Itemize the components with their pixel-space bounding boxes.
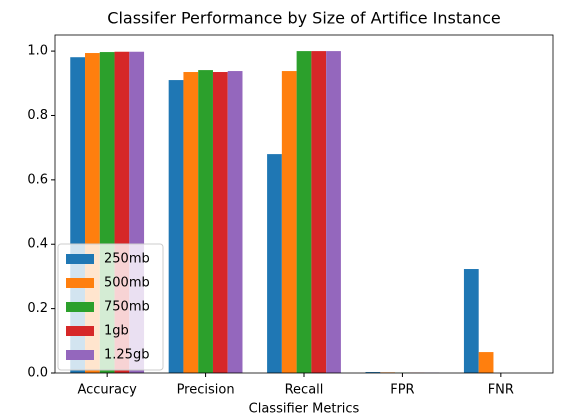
y-tick-label: 1.0 [27,44,48,59]
y-tick-label: 0.4 [27,237,48,252]
bar [227,71,243,373]
x-tick-label: FPR [390,383,414,398]
bar [463,269,479,373]
bar [168,80,184,374]
x-tick-label: Accuracy [77,383,137,398]
legend-label: 250mb [104,252,150,267]
legend-label: 750mb [104,300,150,315]
y-tick-label: 0.8 [27,108,48,123]
legend-swatch [66,254,94,264]
legend-label: 1gb [104,324,129,339]
x-axis-label: Classifier Metrics [249,402,360,417]
legend-swatch [66,302,94,312]
x-tick-label: Precision [177,383,235,398]
legend-box [57,243,164,371]
bar [281,71,297,373]
y-tick-label: 0.2 [27,301,48,316]
x-tick-label: FNR [488,383,514,398]
bar [183,72,199,374]
chart-title: Classifer Performance by Size of Artific… [107,9,500,28]
legend-swatch [66,350,94,360]
bar [311,51,327,373]
bar [296,51,312,373]
y-tick-label: 0.6 [27,172,48,187]
bar [365,372,381,373]
bar [198,70,213,373]
x-tick-label: Recall [285,383,324,398]
legend-label: 500mb [104,276,150,291]
legend-label: 1.25gb [104,348,149,363]
legend-swatch [66,326,94,336]
y-tick-label: 0.0 [27,366,48,381]
bar [267,154,282,373]
bar [478,352,494,373]
bar [212,72,228,374]
bar [326,51,341,373]
legend-swatch [66,278,94,288]
